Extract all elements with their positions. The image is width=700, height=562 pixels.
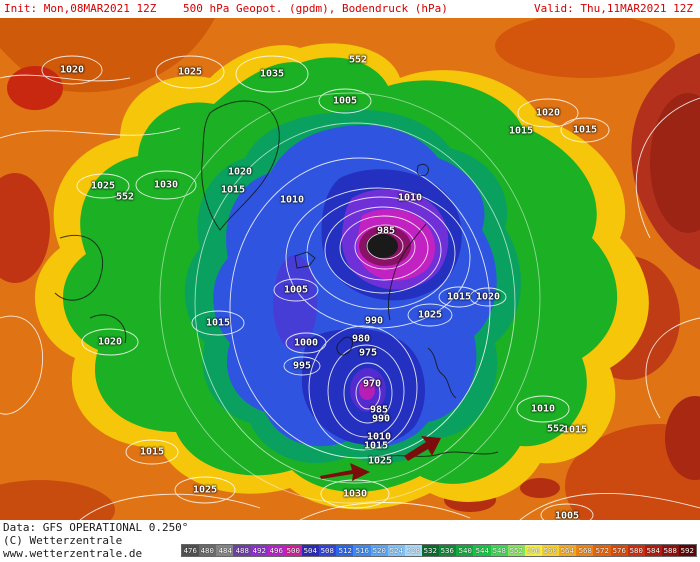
colorbar-value: 512	[338, 546, 352, 555]
colorbar-value: 504	[303, 546, 318, 555]
valid-time-label: Valid: Thu,11MAR2021 12Z	[534, 2, 693, 15]
colorbar-segment: 520	[370, 545, 388, 556]
colorbar-value: 520	[372, 546, 386, 555]
colorbar-segment: 568	[576, 545, 594, 556]
colorbar-value: 528	[406, 546, 421, 555]
colorbar-segment: 500	[284, 545, 302, 556]
colorbar-value: 524	[389, 546, 403, 555]
colorbar-segment: 504	[301, 545, 320, 556]
colorbar-value: 548	[492, 546, 506, 555]
colorbar-segment: 588	[661, 545, 680, 556]
colorbar-segment: 512	[336, 545, 354, 556]
colorbar-value: 564	[561, 546, 575, 555]
colorbar-value: 484	[218, 546, 232, 555]
colorbar-segment: 564	[559, 545, 577, 556]
colorbar-segment: 540	[456, 545, 474, 556]
colorbar-value: 532	[423, 546, 438, 555]
colorbar-segment: 488	[233, 545, 251, 556]
colorbar-value: 492	[252, 546, 266, 555]
colorbar-value: 584	[646, 546, 661, 555]
colorbar-value: 580	[629, 546, 643, 555]
colorbar-segment: 484	[216, 545, 234, 556]
colorbar-segment: 476	[182, 545, 200, 556]
colorbar-value: 560	[543, 546, 558, 555]
colorbar-value: 488	[235, 546, 249, 555]
colorbar-segment: 496	[267, 545, 285, 556]
data-source-label: Data: GFS OPERATIONAL 0.250°	[3, 521, 189, 534]
footer-bar: Data: GFS OPERATIONAL 0.250° (C) Wetterz…	[0, 520, 700, 562]
colorbar-segment: 552	[507, 545, 525, 556]
colorbar-value: 556	[526, 546, 541, 555]
colorbar-value: 552	[509, 546, 523, 555]
colorbar: 476 480 484 488 492 496 500 504 508 512 516 520 524 5…	[181, 544, 697, 557]
colorbar-segment: 560	[541, 545, 560, 556]
colorbar-value: 576	[612, 546, 626, 555]
colorbar-value: 500	[286, 546, 301, 555]
credits-block: Data: GFS OPERATIONAL 0.250° (C) Wetterz…	[3, 521, 188, 560]
copyright-label: (C) Wetterzentrale	[3, 534, 123, 547]
colorbar-segment: 528	[404, 545, 422, 556]
title-bar: Init: Mon,08MAR2021 12Z 500 hPa Geopot. …	[0, 0, 700, 18]
page-title: 500 hPa Geopot. (gpdm), Bodendruck (hPa)	[183, 2, 448, 15]
colorbar-segment: 548	[490, 545, 508, 556]
colorbar-segment: 556	[524, 545, 542, 556]
colorbar-value: 568	[578, 546, 592, 555]
colorbar-segment: 592	[679, 545, 697, 556]
isobar-contours	[0, 55, 700, 520]
weather-map-svg	[0, 18, 700, 520]
colorbar-segment: 480	[199, 545, 217, 556]
colorbar-value: 480	[201, 546, 215, 555]
colorbar-segment: 580	[627, 545, 645, 556]
init-time-label: Init: Mon,08MAR2021 12Z	[4, 2, 157, 15]
colorbar-segment: 508	[319, 545, 337, 556]
colorbar-value: 592	[681, 546, 695, 555]
colorbar-segment: 492	[250, 545, 268, 556]
colorbar-value: 572	[595, 546, 609, 555]
website-label: www.wetterzentrale.de	[3, 547, 143, 560]
colorbar-value: 476	[183, 546, 198, 555]
colorbar-segment: 536	[439, 545, 457, 556]
colorbar-value: 536	[441, 546, 455, 555]
map-panel: 1020 1025 1035 552 1005 1020 1015 1015 1025 1030 5…	[0, 18, 700, 520]
front-arrows	[320, 436, 441, 481]
colorbar-value: 540	[458, 546, 472, 555]
colorbar-segment: 516	[353, 545, 371, 556]
coastlines	[54, 100, 499, 459]
colorbar-segment: 584	[644, 545, 662, 556]
colorbar-value: 588	[663, 546, 678, 555]
colorbar-value: 544	[475, 546, 489, 555]
colorbar-value: 496	[269, 546, 283, 555]
colorbar-value: 516	[355, 546, 369, 555]
colorbar-value: 508	[321, 546, 335, 555]
colorbar-segment: 576	[610, 545, 628, 556]
colorbar-segment: 572	[593, 545, 611, 556]
colorbar-segment: 544	[473, 545, 491, 556]
colorbar-segment: 532	[421, 545, 440, 556]
colorbar-segment: 524	[387, 545, 405, 556]
